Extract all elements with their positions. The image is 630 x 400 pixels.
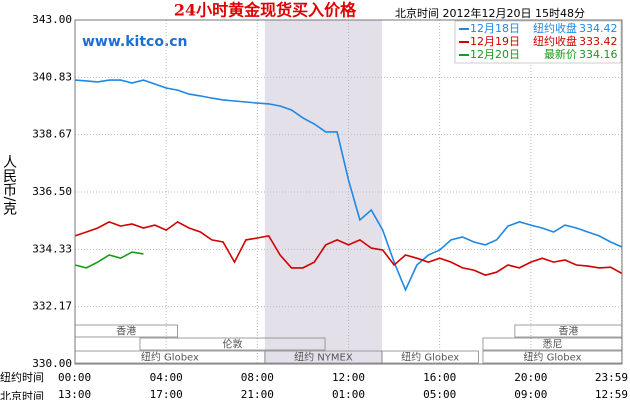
session-label: 纽约 Globex (401, 351, 459, 364)
x-tick-label: 16:00 (423, 371, 456, 384)
session-label: 悉尼 (542, 339, 562, 351)
session-bar (139, 337, 326, 351)
session-bar (381, 350, 479, 364)
legend-value: 333.42 (579, 35, 618, 48)
legend-label: 最新价 (544, 47, 577, 61)
x-tick-label-beijing: 05:00 (423, 388, 456, 400)
x-tick-label-beijing: 17:00 (150, 388, 183, 400)
x-tick-label-beijing: 21:00 (241, 388, 274, 400)
x-tick-label-beijing: 09:00 (514, 388, 547, 400)
y-axis-label: 人民币/克 (1, 155, 17, 217)
y-tick-label: 340.83 (32, 70, 72, 83)
plot-border (74, 19, 623, 365)
legend-value: 334.42 (579, 22, 618, 35)
x-tick-label: 20:00 (514, 371, 547, 384)
legend-name: 12月19日 (470, 35, 520, 48)
x-tick-label: 08:00 (241, 371, 274, 384)
site-url: www.kitco.cn (82, 34, 188, 50)
x-tick-label: 23:59 (595, 371, 628, 384)
session-label: 伦敦 (222, 338, 242, 351)
chart-title: 24小时黄金现货买入价格 (174, 1, 357, 20)
timestamp: 北京时间 2012年12月20日 15时48分 (395, 6, 585, 20)
x-tick-label: 12:00 (332, 371, 365, 384)
session-label: 香港 (558, 326, 578, 338)
legend-name: 12月18日 (470, 22, 520, 35)
nymex-band (264, 20, 383, 364)
price-line (74, 251, 144, 269)
x-tick-label: 04:00 (150, 371, 183, 384)
x-tick-label-beijing: 12:59 (595, 388, 628, 400)
session-label: 纽约 NYMEX (294, 351, 353, 364)
session-label: 纽约 Globex (523, 351, 581, 364)
legend-name: 12月20日 (470, 48, 520, 61)
y-tick-label: 330.00 (32, 357, 72, 370)
session-label: 纽约 Globex (141, 351, 199, 364)
x-label-bottom: 北京时间 (0, 389, 44, 400)
x-label-top: 纽约时间 (0, 370, 44, 384)
legend-label: 纽约收盘 (533, 34, 577, 48)
y-tick-label: 334.33 (32, 242, 72, 255)
x-tick-label-beijing: 13:00 (58, 388, 91, 400)
legend-box (454, 20, 622, 64)
x-tick-label: 00:00 (58, 371, 91, 384)
legend-label: 纽约收盘 (533, 21, 577, 35)
y-tick-label: 332.17 (32, 300, 72, 313)
price-line (74, 79, 623, 292)
y-tick-label: 338.67 (32, 128, 72, 141)
x-tick-label-beijing: 01:00 (332, 388, 365, 400)
session-label: 香港 (116, 326, 136, 338)
price-line (74, 220, 623, 276)
y-tick-label: 336.50 (32, 185, 72, 198)
legend-value: 334.16 (579, 48, 618, 61)
y-tick-label: 343.00 (32, 13, 72, 26)
